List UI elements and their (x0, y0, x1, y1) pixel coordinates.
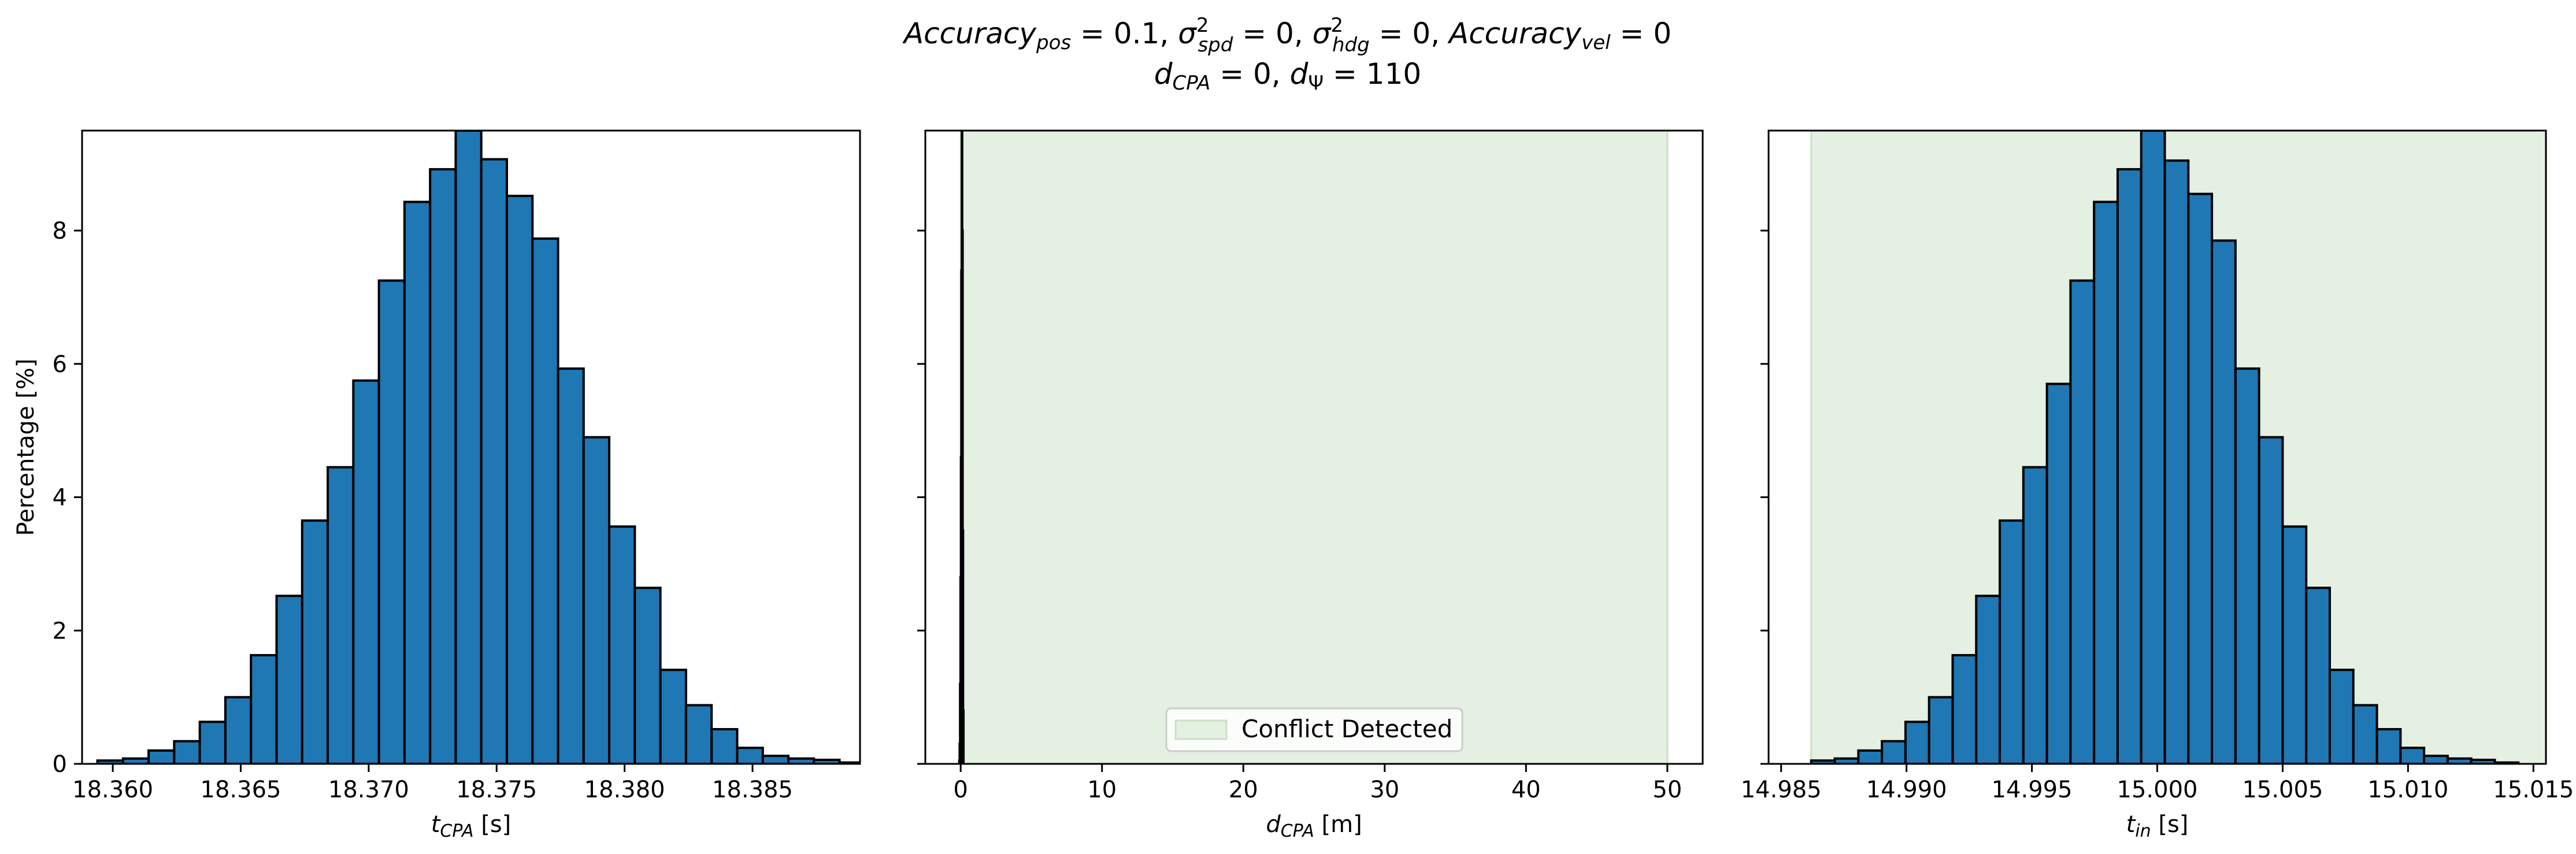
histogram-bar (147, 749, 176, 764)
histogram-bar (429, 168, 457, 764)
histogram-bar (198, 721, 227, 764)
figure-title: Accuracypos = 0.1, σ2 spd = 0, σ2 hdg = 0,… (902, 14, 1671, 57)
histogram-bar (480, 158, 508, 764)
x-axis-label: tin [s] (2126, 811, 2189, 841)
histogram-bar (2234, 367, 2260, 764)
x-tick-label: 10 (1087, 777, 1117, 803)
y-tick-label: 2 (53, 618, 67, 644)
tin-histogram-panel: 14.985 14.990 14.995 15.000 15.005 15.010 15.0… (1741, 129, 2574, 841)
histogram-bar (2116, 168, 2143, 764)
histogram-bar (2423, 755, 2449, 764)
histogram-bar (2069, 279, 2096, 764)
histogram-bar (710, 728, 739, 764)
x-tick-label: 18.365 (201, 777, 281, 803)
legend: Conflict Detected (1165, 707, 1463, 752)
histogram-bar (1975, 595, 2002, 764)
histogram-bar (2399, 747, 2426, 764)
histogram-bar (2305, 586, 2332, 764)
x-tick-label: 30 (1370, 777, 1399, 803)
y-tick-label: 6 (53, 351, 67, 378)
y-axis-label: Percentage [%] (13, 359, 39, 536)
histogram-bar (2352, 704, 2378, 764)
x-tick-label: 20 (1229, 777, 1258, 803)
histogram-bar (2211, 239, 2237, 764)
histogram-bar (531, 237, 559, 764)
histogram-bar (275, 595, 303, 764)
y-tick-label: 8 (53, 218, 67, 244)
axes-frame (924, 129, 1704, 765)
legend-box (1165, 707, 1463, 752)
dcpa-histogram-panel: 0 10 20 30 40 50 dCPA [m] Conflict Detected (917, 129, 1704, 841)
histogram-bar (327, 466, 355, 764)
axes-frame (81, 129, 861, 765)
x-tick-label: 14.985 (1741, 777, 1822, 803)
y-tick-label: 0 (53, 751, 67, 778)
histogram-bar (582, 436, 611, 764)
x-tick-label: 18.380 (584, 777, 665, 803)
y-tick-label: 4 (53, 485, 67, 511)
histogram-bar (1951, 654, 1978, 764)
figure-subtitle: dCPA = 0, dΨ = 110 (1154, 57, 1421, 95)
x-tick-label: 18.385 (712, 777, 793, 803)
histogram-bar (301, 519, 329, 764)
histogram-bar (557, 367, 585, 764)
histogram-bar (352, 379, 380, 764)
histogram-bar (2258, 436, 2284, 764)
histogram-bar (2375, 728, 2402, 764)
histogram-bar (684, 704, 713, 764)
histogram-bar (633, 586, 662, 764)
histogram-bar (250, 654, 278, 764)
histogram-bar (505, 195, 534, 764)
histogram-bar (961, 229, 964, 764)
histogram-bar (2163, 159, 2190, 764)
x-tick-label: 15.005 (2242, 777, 2323, 803)
histogram-bar (608, 525, 636, 764)
x-axis-label: tCPA [s] (431, 811, 512, 841)
plot-area (1810, 131, 2546, 764)
histogram-bar (403, 200, 432, 764)
histogram-bar (1928, 696, 1954, 764)
histogram-bar (1857, 749, 1884, 764)
histogram-bar (2022, 466, 2048, 764)
x-tick-label: 15.010 (2367, 777, 2448, 803)
histogram-bar (1904, 721, 1930, 764)
histogram-bar (659, 669, 687, 764)
tcpa-histogram-panel: 18.360 18.365 18.370 18.375 18.380 18.385 0 2 4 6… (13, 129, 861, 841)
histogram-bar (2140, 131, 2166, 764)
x-tick-label: 18.360 (72, 777, 153, 803)
histogram-bar (2329, 669, 2355, 764)
x-tick-label: 0 (953, 777, 968, 803)
histogram-bar (173, 740, 201, 764)
plot-area (958, 131, 1669, 764)
x-tick-label: 15.000 (2117, 777, 2198, 803)
x-tick-label: 50 (1652, 777, 1682, 803)
histogram-bar (2045, 383, 2072, 764)
histogram-bar (761, 755, 790, 764)
x-tick-label: 18.375 (456, 777, 537, 803)
x-tick-label: 18.370 (328, 777, 409, 803)
conflict-region (959, 131, 1669, 764)
x-tick-label: 15.015 (2493, 777, 2574, 803)
legend-label: Conflict Detected (1241, 715, 1452, 743)
histogram-bar (1999, 519, 2025, 764)
legend-swatch (1174, 719, 1228, 740)
histogram-bar (2187, 192, 2214, 764)
plot-area (96, 131, 860, 764)
histogram-bar (2281, 525, 2308, 764)
histogram-bar (454, 131, 483, 764)
x-axis-label: dCPA [m] (1266, 811, 1362, 841)
x-tick-label: 14.990 (1866, 777, 1947, 803)
histogram-bar (377, 279, 406, 764)
histogram-bar (1881, 740, 1907, 764)
x-tick-label: 14.995 (1992, 777, 2073, 803)
histogram-bar (224, 696, 253, 764)
x-tick-label: 40 (1511, 777, 1541, 803)
histogram-bar (2093, 200, 2119, 764)
histogram-bar (736, 747, 764, 764)
